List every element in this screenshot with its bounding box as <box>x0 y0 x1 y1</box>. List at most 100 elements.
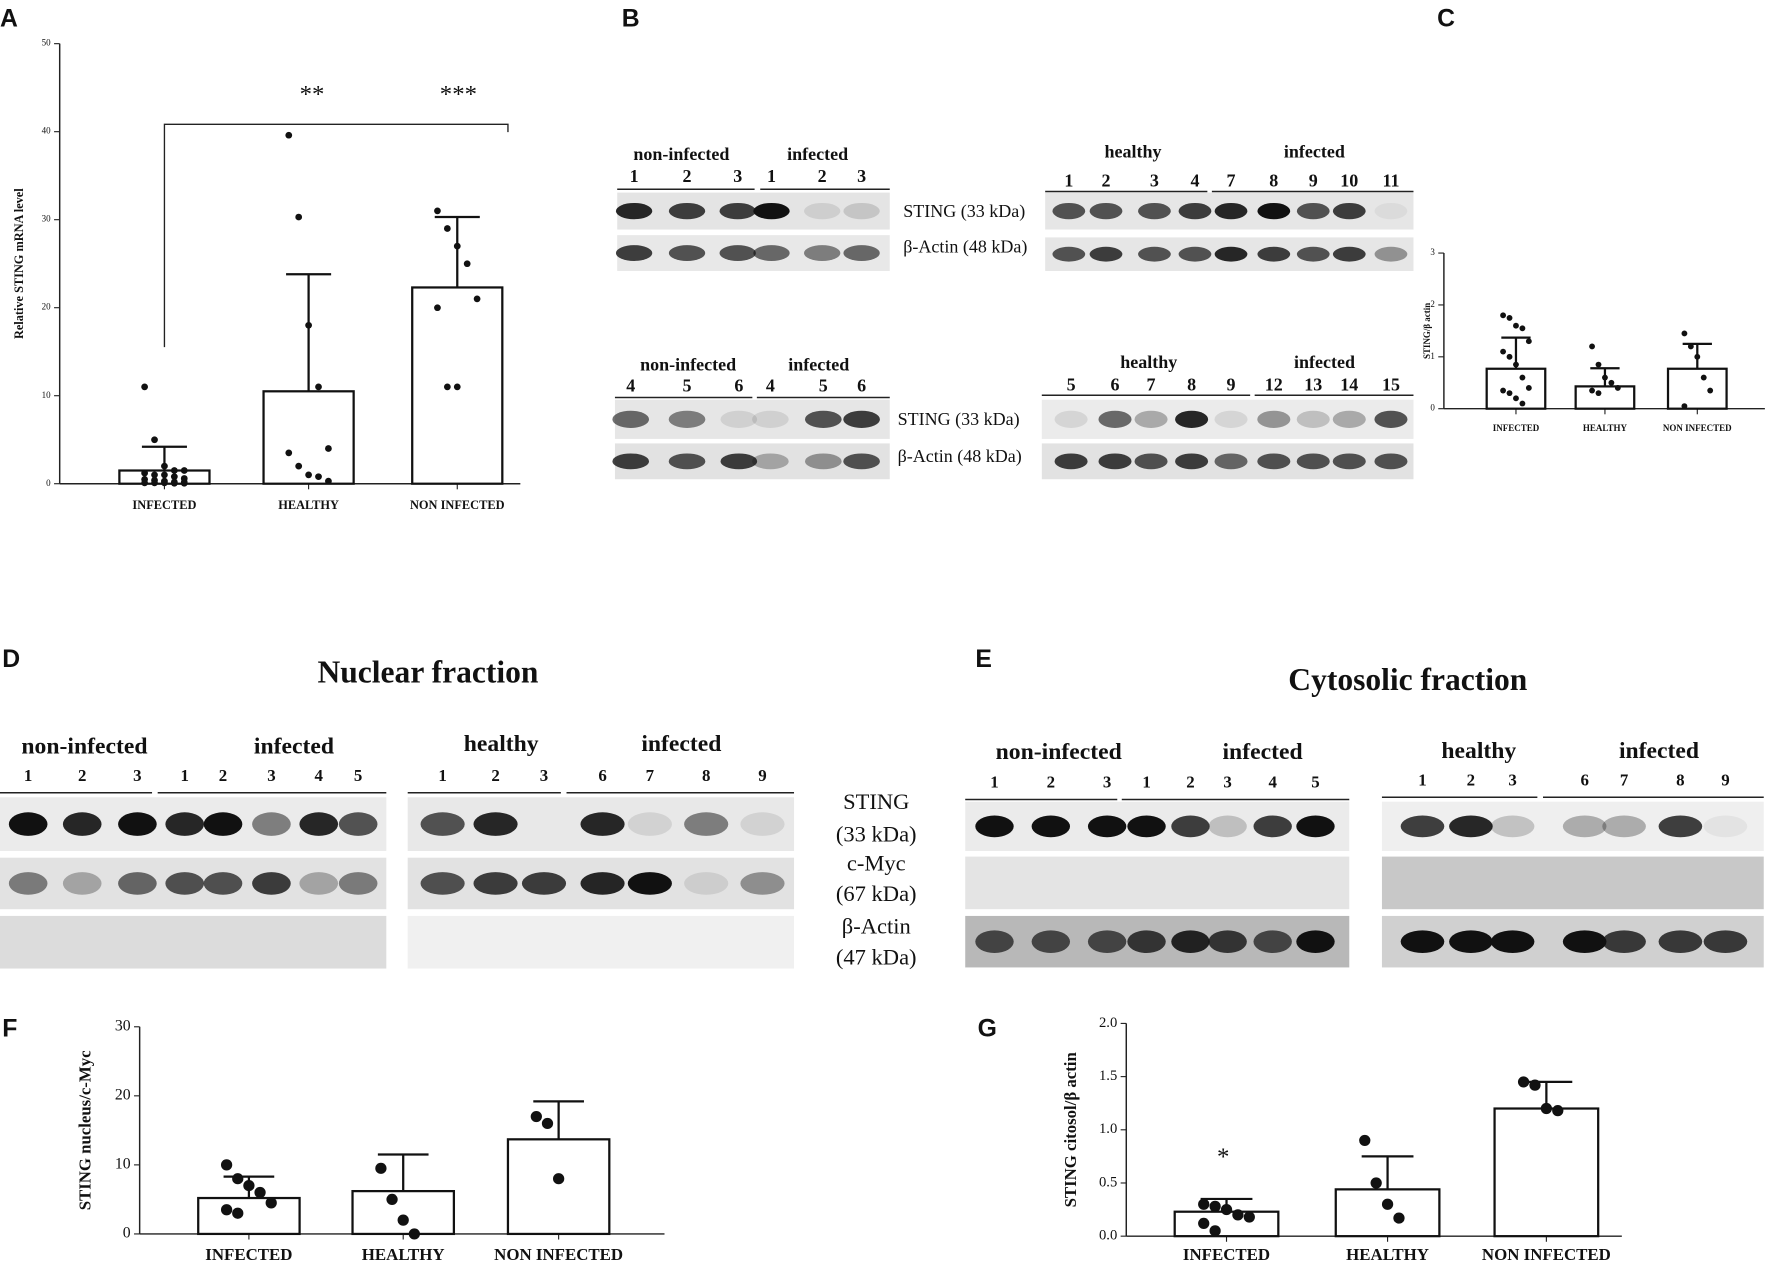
panel-label: G <box>978 1016 997 1043</box>
y-tick-label: 0 <box>1430 403 1435 413</box>
blot-band <box>684 812 729 836</box>
x-tick-label: INFECTED <box>132 498 196 512</box>
blot-band <box>1703 930 1748 954</box>
blot-band <box>1602 930 1646 954</box>
data-point <box>161 479 168 487</box>
blot-band <box>420 812 465 836</box>
blot-band <box>612 453 650 470</box>
y-tick-label: 0.0 <box>1099 1228 1117 1244</box>
y-tick-label: 30 <box>42 214 52 224</box>
blot-band <box>165 872 205 895</box>
blot-band <box>615 245 653 261</box>
data-point <box>1500 348 1507 355</box>
data-point <box>220 1204 233 1216</box>
lane-number: 6 <box>1580 770 1588 789</box>
lane-number: 2 <box>1186 773 1194 792</box>
blot-band <box>1208 930 1247 954</box>
data-point <box>1519 325 1526 332</box>
data-point <box>1694 353 1701 360</box>
lane-number: 7 <box>1227 171 1236 191</box>
blot-band <box>975 815 1014 838</box>
blot-band <box>1171 930 1210 954</box>
bar <box>1493 1107 1600 1238</box>
data-point <box>553 1173 565 1185</box>
data-point <box>1359 1134 1371 1147</box>
lane-number: 1 <box>990 773 998 792</box>
blot-band <box>843 245 880 261</box>
x-tick-label: HEALTHY <box>1346 1245 1429 1264</box>
lane-number: 1 <box>24 766 32 785</box>
data-point <box>1500 387 1507 394</box>
data-point <box>1707 387 1714 394</box>
blot-band <box>338 872 378 895</box>
blot-band <box>118 872 157 895</box>
data-point <box>1198 1217 1210 1230</box>
bar <box>411 286 504 485</box>
blot-band <box>473 872 518 895</box>
blot-band <box>252 872 291 895</box>
lane-number: 1 <box>767 166 776 186</box>
panel-label: F <box>2 1016 17 1043</box>
blot-band <box>1332 202 1366 220</box>
data-point <box>1540 1102 1553 1115</box>
marker-label: β-Actin <box>842 913 911 938</box>
blot-band <box>804 410 842 428</box>
lane-number: 3 <box>1223 773 1231 792</box>
data-point <box>1243 1211 1255 1223</box>
lane-number: 1 <box>1142 773 1150 792</box>
group-label: non-infected <box>640 354 736 374</box>
blot-band <box>62 872 102 895</box>
group-label: non-infected <box>996 739 1122 765</box>
data-point <box>1500 312 1507 319</box>
data-point <box>453 383 461 391</box>
blot-band <box>615 202 653 220</box>
blot-band <box>1214 453 1248 470</box>
lane-number: 8 <box>1269 171 1278 191</box>
blot-band <box>1052 202 1086 220</box>
data-point <box>1681 403 1688 410</box>
panel-label: C <box>1437 6 1455 33</box>
blot-strip <box>0 915 387 969</box>
blot-band <box>627 872 672 895</box>
data-point <box>1529 1079 1541 1091</box>
marker-label: (67 kDa) <box>836 881 917 906</box>
y-tick-label: 0 <box>123 1225 131 1242</box>
data-point <box>1525 338 1532 345</box>
data-point <box>232 1173 244 1185</box>
blot-band <box>1253 930 1292 954</box>
blot-band <box>1296 410 1330 428</box>
data-point <box>305 471 312 479</box>
data-point <box>1681 330 1688 337</box>
data-point <box>1608 379 1615 386</box>
blot-band <box>753 245 790 261</box>
data-point <box>397 1214 409 1226</box>
blot-band <box>1332 246 1366 262</box>
blot-band <box>1087 930 1127 954</box>
data-point <box>1209 1200 1221 1212</box>
lane-number: 9 <box>758 766 766 785</box>
lane-number: 1 <box>180 766 188 785</box>
blot-band <box>804 453 842 470</box>
data-point <box>1513 361 1519 368</box>
data-point <box>1519 400 1526 407</box>
blot-band <box>299 812 339 836</box>
lane-number: 5 <box>819 376 828 396</box>
lane-number: 2 <box>219 766 227 785</box>
lane-number: 1 <box>630 166 639 186</box>
data-point <box>1614 385 1621 391</box>
lane-number: 5 <box>1311 773 1319 792</box>
marker-label: β-Actin (48 kDa) <box>898 446 1022 467</box>
data-point <box>141 469 148 477</box>
blot-band <box>165 812 205 836</box>
y-tick-label: 10 <box>42 390 52 400</box>
data-point <box>1595 390 1602 397</box>
blot-band <box>1296 815 1335 838</box>
data-point <box>285 449 293 457</box>
y-tick-label: 40 <box>42 126 52 136</box>
x-tick-label: HEALTHY <box>278 498 339 512</box>
data-point <box>325 477 332 485</box>
lane-number: 4 <box>315 766 324 785</box>
x-tick-label: HEALTHY <box>1583 423 1628 433</box>
blot-band <box>1138 246 1171 262</box>
